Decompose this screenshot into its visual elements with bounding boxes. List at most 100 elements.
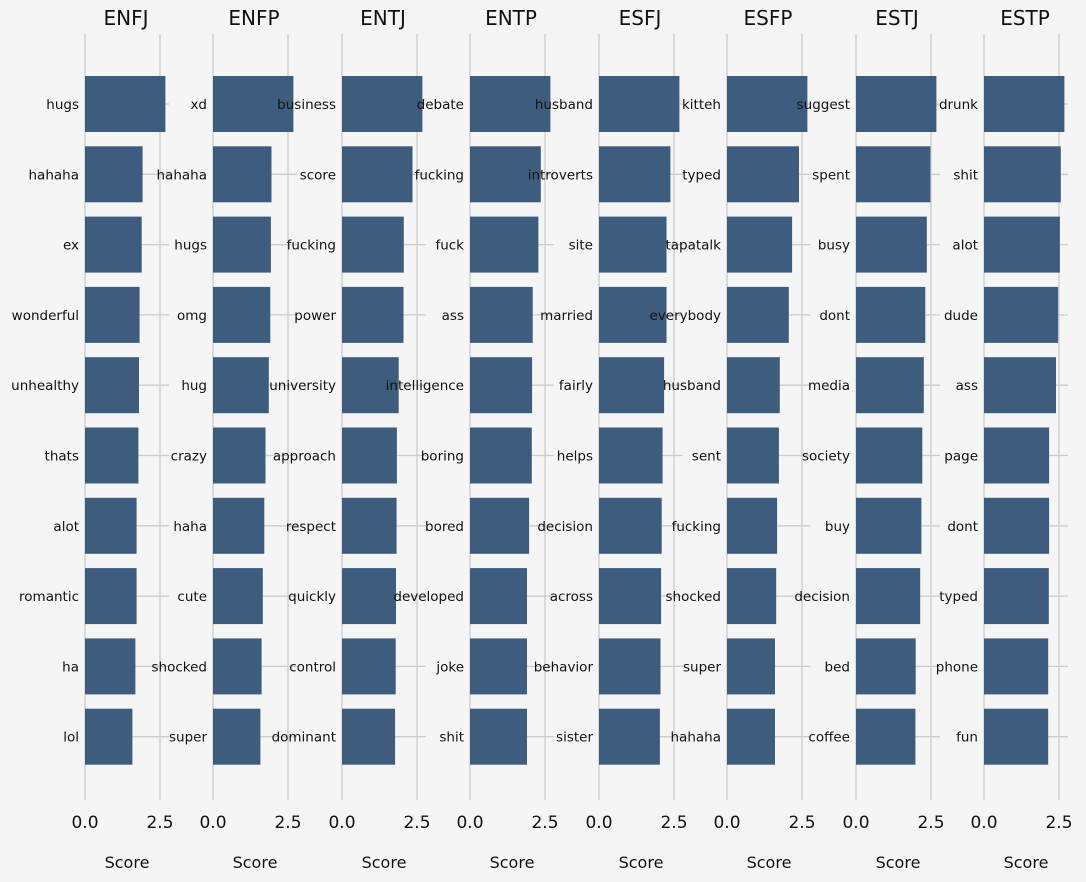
category-label: approach — [273, 449, 336, 465]
category-label: busy — [818, 238, 850, 254]
bar-wonderful — [85, 286, 140, 343]
x-tick-label: 2.5 — [917, 813, 944, 833]
category-label: dominant — [272, 730, 336, 746]
bar-crazy — [213, 427, 266, 484]
bar-husband — [727, 357, 780, 414]
category-label: shit — [439, 730, 464, 746]
category-label: respect — [286, 519, 336, 535]
bar-behavior — [599, 638, 661, 695]
bar-buy — [856, 497, 922, 554]
x-tick-label: 2.5 — [531, 813, 558, 833]
bar-typed — [984, 568, 1049, 625]
bar-ha — [85, 638, 136, 695]
category-label: ha — [62, 659, 79, 675]
bar-boring — [470, 427, 532, 484]
bar-husband — [599, 76, 680, 132]
panel-title: ENTJ — [360, 6, 406, 30]
bar-ass — [470, 286, 533, 343]
category-label: fairly — [559, 378, 593, 394]
bar-fucking — [727, 497, 778, 554]
bar-super — [727, 638, 775, 695]
category-label: sister — [556, 730, 593, 746]
bar-intelligence — [470, 357, 533, 414]
category-label: fuck — [435, 238, 464, 254]
bar-spent — [856, 146, 931, 203]
panel-esfp: kitteh typed tapatalk everybody husband sent f… — [649, 6, 815, 872]
category-label: quickly — [288, 589, 336, 605]
bar-shit — [984, 146, 1061, 203]
category-label: spent — [812, 167, 850, 183]
bar-typed — [727, 146, 799, 203]
category-label: phone — [936, 659, 978, 675]
category-label: sent — [692, 449, 721, 465]
bar-phone — [984, 638, 1049, 695]
category-label: hahaha — [157, 167, 208, 183]
category-label: unhealthy — [11, 378, 79, 394]
panel-title: ENFP — [228, 6, 279, 30]
category-label: debate — [417, 97, 464, 113]
bar-super — [213, 708, 261, 765]
category-label: media — [808, 378, 850, 394]
bar-society — [856, 427, 923, 484]
category-label: fucking — [287, 238, 336, 254]
bar-introverts — [599, 146, 671, 203]
category-label: helps — [557, 449, 593, 465]
bar-haha — [213, 497, 265, 554]
bar-respect — [342, 497, 397, 554]
x-axis-label: Score — [876, 853, 921, 872]
category-label: introverts — [528, 167, 593, 183]
bar-joke — [470, 638, 527, 695]
bar-xd — [213, 76, 294, 132]
bar-decision — [599, 497, 662, 554]
category-label: typed — [939, 589, 978, 605]
category-label: shocked — [666, 589, 721, 605]
category-label: control — [289, 659, 336, 675]
x-tick-label: 0.0 — [456, 813, 483, 833]
bar-unhealthy — [85, 357, 139, 414]
x-axis-label: Score — [490, 853, 535, 872]
category-label: alot — [952, 238, 978, 254]
category-label: buy — [825, 519, 850, 535]
bar-dude — [984, 286, 1059, 343]
category-label: fucking — [415, 167, 464, 183]
category-label: joke — [435, 659, 464, 675]
category-label: hahaha — [671, 730, 722, 746]
bar-page — [984, 427, 1050, 484]
bar-across — [599, 568, 662, 625]
category-label: university — [269, 378, 336, 394]
bar-developed — [470, 568, 527, 625]
bar-helps — [599, 427, 663, 484]
category-label: husband — [535, 97, 593, 113]
bar-lol — [85, 708, 133, 765]
category-label: hahaha — [29, 167, 80, 183]
panel-enfp: xd hahaha hugs omg hug crazy haha cute shocked su… — [152, 6, 302, 872]
category-label: across — [550, 589, 593, 605]
category-label: ex — [63, 238, 79, 254]
bar-dont — [984, 497, 1050, 554]
category-label: decision — [537, 519, 593, 535]
x-axis-label: Score — [1004, 853, 1049, 872]
bar-romantic — [85, 568, 137, 625]
category-label: bored — [425, 519, 464, 535]
x-tick-label: 2.5 — [1045, 813, 1072, 833]
category-label: power — [294, 308, 336, 324]
category-label: ass — [442, 308, 464, 324]
category-label: coffee — [808, 730, 850, 746]
category-label: site — [569, 238, 593, 254]
category-label: ass — [956, 378, 978, 394]
panel-title: ENFJ — [104, 6, 149, 30]
x-tick-label: 0.0 — [328, 813, 355, 833]
x-tick-label: 0.0 — [842, 813, 869, 833]
bar-business — [342, 76, 423, 132]
panel-title: ESFP — [744, 6, 793, 30]
bar-hug — [213, 357, 269, 414]
bar-fun — [984, 708, 1049, 765]
category-label: suggest — [797, 97, 850, 113]
bar-university — [342, 357, 399, 414]
bar-everybody — [727, 286, 789, 343]
category-label: hugs — [174, 238, 207, 254]
category-label: tapatalk — [665, 238, 721, 254]
category-label: hug — [181, 378, 207, 394]
x-tick-label: 0.0 — [970, 813, 997, 833]
category-label: page — [944, 449, 978, 465]
